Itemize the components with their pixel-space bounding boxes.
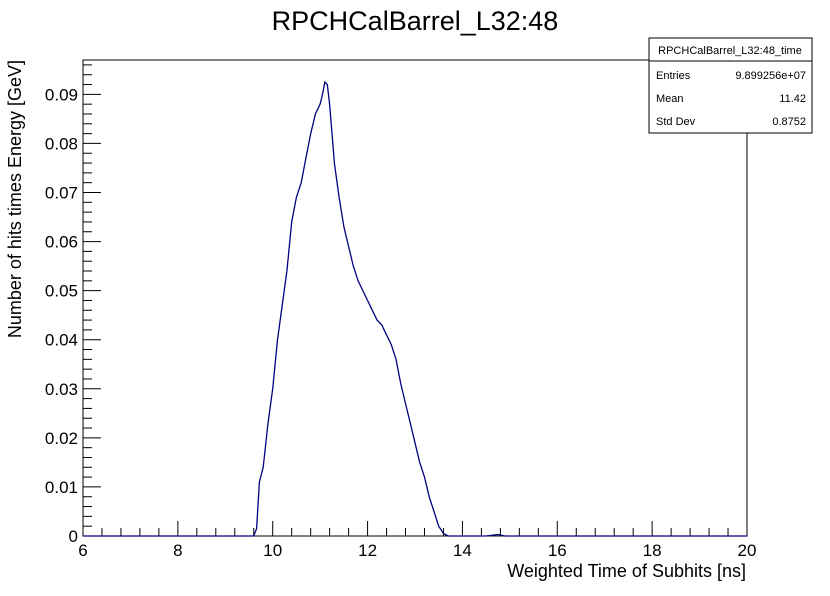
stats-entries-value: 9.899256e+07: [735, 70, 806, 82]
y-tick-label: 0.03: [45, 380, 78, 399]
stats-stddev-value: 0.8752: [772, 116, 806, 128]
x-axis-ticks: [82, 521, 748, 536]
y-tick-label: 0.07: [45, 183, 78, 202]
x-tick-label: 14: [453, 541, 472, 560]
y-tick-label: 0.01: [45, 478, 78, 497]
y-tick-label: 0.08: [45, 134, 78, 153]
stats-box-frame: [648, 37, 813, 134]
x-tick-label: 16: [548, 541, 567, 560]
chart-title: RPCHCalBarrel_L32:48: [272, 6, 559, 36]
stats-mean-label: Mean: [656, 93, 684, 105]
x-tick-label: 18: [643, 541, 662, 560]
stats-entries-label: Entries: [656, 70, 691, 82]
stats-box: RPCHCalBarrel_L32:48_time Entries 9.8992…: [648, 37, 813, 134]
y-tick-label: 0.02: [45, 429, 78, 448]
stats-box-name: RPCHCalBarrel_L32:48_time: [658, 45, 802, 57]
x-tick-label: 6: [78, 541, 87, 560]
x-tick-label: 20: [738, 541, 757, 560]
x-tick-label: 12: [358, 541, 377, 560]
stats-mean-value: 11.42: [779, 93, 806, 105]
series-line: [83, 80, 747, 537]
y-tick-label: 0.04: [45, 331, 78, 350]
x-axis-title: Weighted Time of Subhits [ns]: [507, 561, 746, 581]
y-axis-ticks: [83, 64, 101, 537]
x-tick-label: 10: [263, 541, 282, 560]
x-axis-tick-labels: 6 8 10 12 14 16 18 20: [78, 541, 756, 560]
y-tick-label: 0: [69, 527, 78, 546]
y-tick-label: 0.05: [45, 282, 78, 301]
y-tick-label: 0.09: [45, 85, 78, 104]
stats-stddev-label: Std Dev: [656, 116, 696, 128]
plot-frame: [82, 59, 748, 537]
y-axis-title: Number of hits times Energy [GeV]: [5, 60, 25, 338]
y-axis-tick-labels: 0 0.01 0.02 0.03 0.04 0.05 0.06 0.07 0.08 0.09: [45, 85, 78, 546]
y-tick-label: 0.06: [45, 233, 78, 252]
x-tick-label: 8: [173, 541, 182, 560]
